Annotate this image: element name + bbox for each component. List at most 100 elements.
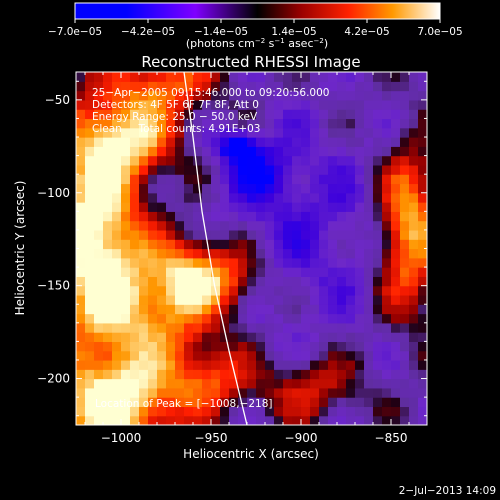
heatmap-cell [220, 415, 230, 425]
heatmap-cell [130, 369, 140, 380]
heatmap-cell [409, 109, 419, 120]
heatmap-cell [148, 378, 158, 389]
heatmap-cell [76, 359, 86, 370]
heatmap-cell [301, 294, 311, 305]
heatmap-cell [247, 109, 257, 120]
heatmap-cell [337, 341, 347, 352]
heatmap-cell [130, 378, 140, 389]
heatmap-cell [76, 81, 86, 92]
heatmap-cell [400, 267, 410, 277]
heatmap-cell [337, 164, 347, 175]
colorbar [74, 2, 441, 20]
heatmap-cell [256, 248, 266, 259]
heatmap-cell [409, 146, 419, 157]
heatmap-cell [220, 90, 230, 101]
heatmap-cell [247, 359, 257, 370]
heatmap-cell [121, 211, 131, 222]
heatmap-cell [400, 322, 410, 333]
heatmap-cell [346, 202, 356, 212]
x-axis-label: Heliocentric X (arcsec) [183, 447, 319, 461]
heatmap-cell [337, 248, 347, 259]
heatmap-cell [346, 72, 356, 82]
heatmap-cell [202, 155, 212, 166]
heatmap-cell [175, 146, 185, 157]
heatmap-cell [301, 192, 311, 203]
heatmap-cell [130, 359, 140, 370]
heatmap-cell [256, 276, 266, 287]
heatmap-cell [265, 211, 275, 222]
heatmap-cell [355, 72, 365, 82]
heatmap-cell [418, 304, 427, 315]
heatmap-cell [121, 183, 131, 194]
heatmap-cell [409, 248, 419, 259]
heatmap-cell [193, 257, 203, 268]
heatmap-cell [184, 211, 194, 222]
heatmap-cell [238, 341, 248, 352]
heatmap-cell [292, 369, 302, 380]
heatmap-cell [175, 359, 185, 370]
heatmap-cell [166, 81, 176, 92]
heatmap-cell [391, 341, 401, 352]
heatmap-cell [193, 183, 203, 194]
heatmap-cell [328, 350, 338, 361]
heatmap-cell [139, 155, 149, 166]
heatmap-cell [202, 127, 212, 138]
heatmap-cell [103, 164, 113, 175]
heatmap-cell [310, 118, 320, 129]
heatmap-cell [157, 174, 167, 185]
colorbar-units: (photons cm−2 s−1 asec−2) [186, 37, 328, 50]
heatmap-cell [310, 322, 320, 333]
heatmap-cell [103, 397, 113, 408]
heatmap-cell [220, 304, 230, 315]
heatmap-cell [256, 109, 266, 120]
heatmap-cell [256, 369, 266, 380]
heatmap-cell [238, 276, 248, 287]
heatmap-cell [121, 229, 131, 240]
heatmap-cell [220, 146, 230, 157]
heatmap-cell [139, 341, 149, 352]
heatmap-cell [364, 183, 374, 194]
heatmap-cell [409, 397, 419, 408]
heatmap-cell [175, 257, 185, 268]
heatmap-cell [121, 267, 131, 277]
heatmap-cell [76, 387, 86, 398]
heatmap-cell [184, 397, 194, 408]
heatmap-cell [355, 304, 365, 315]
heatmap-cell [328, 341, 338, 352]
heatmap-cell [76, 109, 86, 120]
heatmap-cell [319, 304, 329, 315]
heatmap-cell [202, 285, 212, 296]
heatmap-cell [382, 406, 392, 417]
heatmap-cell [364, 137, 374, 147]
heatmap-cell [103, 99, 113, 110]
heatmap-cell [283, 118, 293, 129]
heatmap-cell [103, 72, 113, 82]
heatmap-cell [373, 248, 383, 259]
heatmap-cell [373, 406, 383, 417]
heatmap-cell [148, 313, 158, 324]
heatmap-cell [400, 276, 410, 287]
heatmap-cell [283, 387, 293, 398]
heatmap-cell [364, 257, 374, 268]
heatmap-cell [247, 99, 257, 110]
heatmap-cell [193, 72, 203, 82]
heatmap-cell [112, 229, 122, 240]
heatmap-cell [157, 276, 167, 287]
heatmap-cell [373, 118, 383, 129]
heatmap-cell [85, 387, 95, 398]
heatmap-cell [211, 397, 221, 408]
heatmap-cell [292, 304, 302, 315]
heatmap-cell [148, 174, 158, 185]
heatmap-cell [193, 239, 203, 250]
heatmap-cell [103, 81, 113, 92]
heatmap-cell [409, 387, 419, 398]
heatmap-cell [220, 276, 230, 287]
heatmap-cell [148, 267, 158, 277]
heatmap-cell [373, 322, 383, 333]
heatmap-cell [292, 350, 302, 361]
y-tick-label: −150 [37, 279, 70, 293]
heatmap-cell [247, 137, 257, 147]
heatmap-cell [328, 304, 338, 315]
heatmap-cell [292, 72, 302, 82]
heatmap-cell [283, 99, 293, 110]
